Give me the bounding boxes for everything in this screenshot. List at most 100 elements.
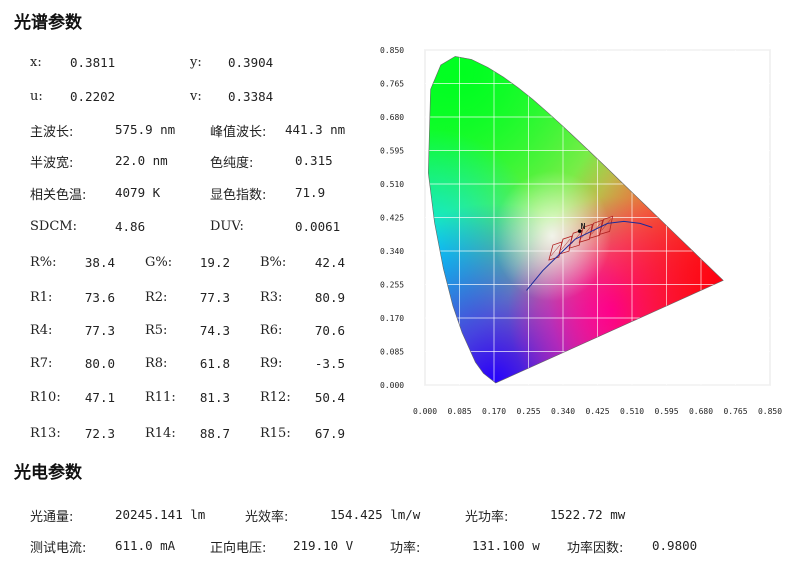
sdcm-label: SDCM: <box>30 219 77 234</box>
g-percent-label: G%: <box>145 255 173 270</box>
x-tick-label: 0.595 <box>654 407 678 416</box>
r-percent-label: R%: <box>30 255 57 270</box>
x-tick-label: 0.000 <box>413 407 437 416</box>
cri-value: 71.9 <box>295 185 326 200</box>
x-tick-label: 0.085 <box>447 407 471 416</box>
x-tick-label: 0.340 <box>551 407 575 416</box>
ri-value: 61.8 <box>199 356 230 371</box>
chromaticity-marker-label: N <box>581 222 586 231</box>
ansi-bin-box <box>558 235 573 255</box>
ri-label: R9: <box>260 356 283 371</box>
luminous-flux-value: 20245.141 lm <box>115 507 206 522</box>
duv-value: 0.0061 <box>295 219 341 234</box>
x-tick-label: 0.680 <box>689 407 713 416</box>
r-percent-value: 38.4 <box>84 255 115 270</box>
duv-label: DUV: <box>210 219 244 234</box>
ri-label: R6: <box>260 323 283 338</box>
y-tick-label: 0.595 <box>380 147 404 156</box>
y-tick-label: 0.000 <box>380 381 404 390</box>
x-tick-label: 0.255 <box>516 407 540 416</box>
half-width-label: 半波宽: <box>30 156 74 171</box>
half-width-value: 22.0 nm <box>115 153 168 168</box>
x-tick-label: 0.510 <box>620 407 644 416</box>
u-label: u: <box>30 89 43 104</box>
ri-value: 50.4 <box>314 390 345 405</box>
forward-voltage-label: 正向电压: <box>210 541 267 556</box>
ansi-bin-hatch <box>581 227 591 239</box>
b-percent-value: 42.4 <box>314 255 345 270</box>
ansi-bins <box>548 215 614 261</box>
ansi-bin-hatch <box>560 238 571 251</box>
power-label: 功率: <box>390 541 421 556</box>
efficacy-label: 光效率: <box>245 510 289 525</box>
ri-label: R3: <box>260 290 283 305</box>
ri-value: 88.7 <box>199 426 230 441</box>
y-label: y: <box>190 55 202 70</box>
x-value: 0.3811 <box>70 55 116 70</box>
sdcm-value: 4.86 <box>115 219 146 234</box>
axis-tick-labels: 0.000 0.085 0.170 0.255 0.340 0.425 0.510 0.595… <box>380 46 782 416</box>
test-current-label: 测试电流: <box>30 541 87 556</box>
efficacy-value: 154.425 lm/w <box>330 507 421 522</box>
ri-value: 80.9 <box>314 290 345 305</box>
x-tick-label: 0.850 <box>758 407 782 416</box>
y-tick-label: 0.255 <box>380 281 404 290</box>
y-tick-label: 0.340 <box>380 247 404 256</box>
optical-power-value: 1522.72 mw <box>550 507 626 522</box>
optical-power-label: 光功率: <box>465 510 509 525</box>
ri-label: R10: <box>30 390 61 405</box>
ri-value: 77.3 <box>84 323 115 338</box>
ansi-bin-box <box>599 215 614 235</box>
y-tick-label: 0.680 <box>380 113 404 122</box>
ri-label: R7: <box>30 356 53 371</box>
ri-label: R2: <box>145 290 168 305</box>
x-tick-label: 0.765 <box>723 407 747 416</box>
ansi-bin-hatch <box>550 244 561 257</box>
ri-value: 74.3 <box>199 323 230 338</box>
y-tick-label: 0.425 <box>380 214 404 223</box>
v-label: v: <box>190 89 202 104</box>
dominant-wavelength-label: 主波长: <box>30 125 74 140</box>
ansi-bin-box <box>588 219 604 239</box>
ri-label: R5: <box>145 323 168 338</box>
test-current-value: 611.0 mA <box>115 538 176 553</box>
planckian-locus <box>526 220 653 291</box>
luminous-flux-label: 光通量: <box>30 510 74 525</box>
b-percent-label: B%: <box>260 255 287 270</box>
u-value: 0.2202 <box>70 89 116 104</box>
ri-value: 77.3 <box>199 290 230 305</box>
cri-label: 显色指数: <box>210 188 267 203</box>
color-gamut-fill <box>428 56 724 384</box>
ri-label: R4: <box>30 323 53 338</box>
power-value: 131.100 w <box>472 538 540 553</box>
color-purity-value: 0.315 <box>295 153 333 168</box>
y-tick-label: 0.085 <box>380 348 404 357</box>
chromaticity-point: N <box>577 222 586 233</box>
ri-value: 70.6 <box>314 323 345 338</box>
g-percent-value: 19.2 <box>199 255 230 270</box>
ri-value: 72.3 <box>84 426 115 441</box>
photoelectric-section-title: 光电参数 <box>14 463 82 483</box>
y-tick-label: 0.765 <box>380 80 404 89</box>
ri-label: R1: <box>30 290 53 305</box>
peak-wavelength-value: 441.3 nm <box>285 122 346 137</box>
grid-lines <box>424 49 771 386</box>
color-purity-label: 色纯度: <box>210 156 254 171</box>
ansi-bin-hatch <box>601 219 611 231</box>
ri-value: 73.6 <box>84 290 115 305</box>
spectral-section-title: 光谱参数 <box>14 13 82 33</box>
y-tick-label: 0.850 <box>380 46 404 55</box>
chromaticity-marker <box>577 229 582 233</box>
cie-chromaticity-chart: N 0.000 0.085 0.170 0.255 0.340 0.425 0.510 0.5… <box>380 46 782 416</box>
cct-value: 4079 K <box>115 185 161 200</box>
x-label: x: <box>30 55 42 70</box>
spectral-locus <box>427 56 724 384</box>
power-factor-label: 功率因数: <box>567 541 624 556</box>
x-tick-label: 0.425 <box>585 407 609 416</box>
ri-value: 47.1 <box>84 390 115 405</box>
peak-wavelength-label: 峰值波长: <box>210 125 267 140</box>
ri-label: R15: <box>260 426 291 441</box>
ri-label: R11: <box>145 390 176 405</box>
ri-value: 81.3 <box>199 390 230 405</box>
dominant-wavelength-value: 575.9 nm <box>115 122 176 137</box>
